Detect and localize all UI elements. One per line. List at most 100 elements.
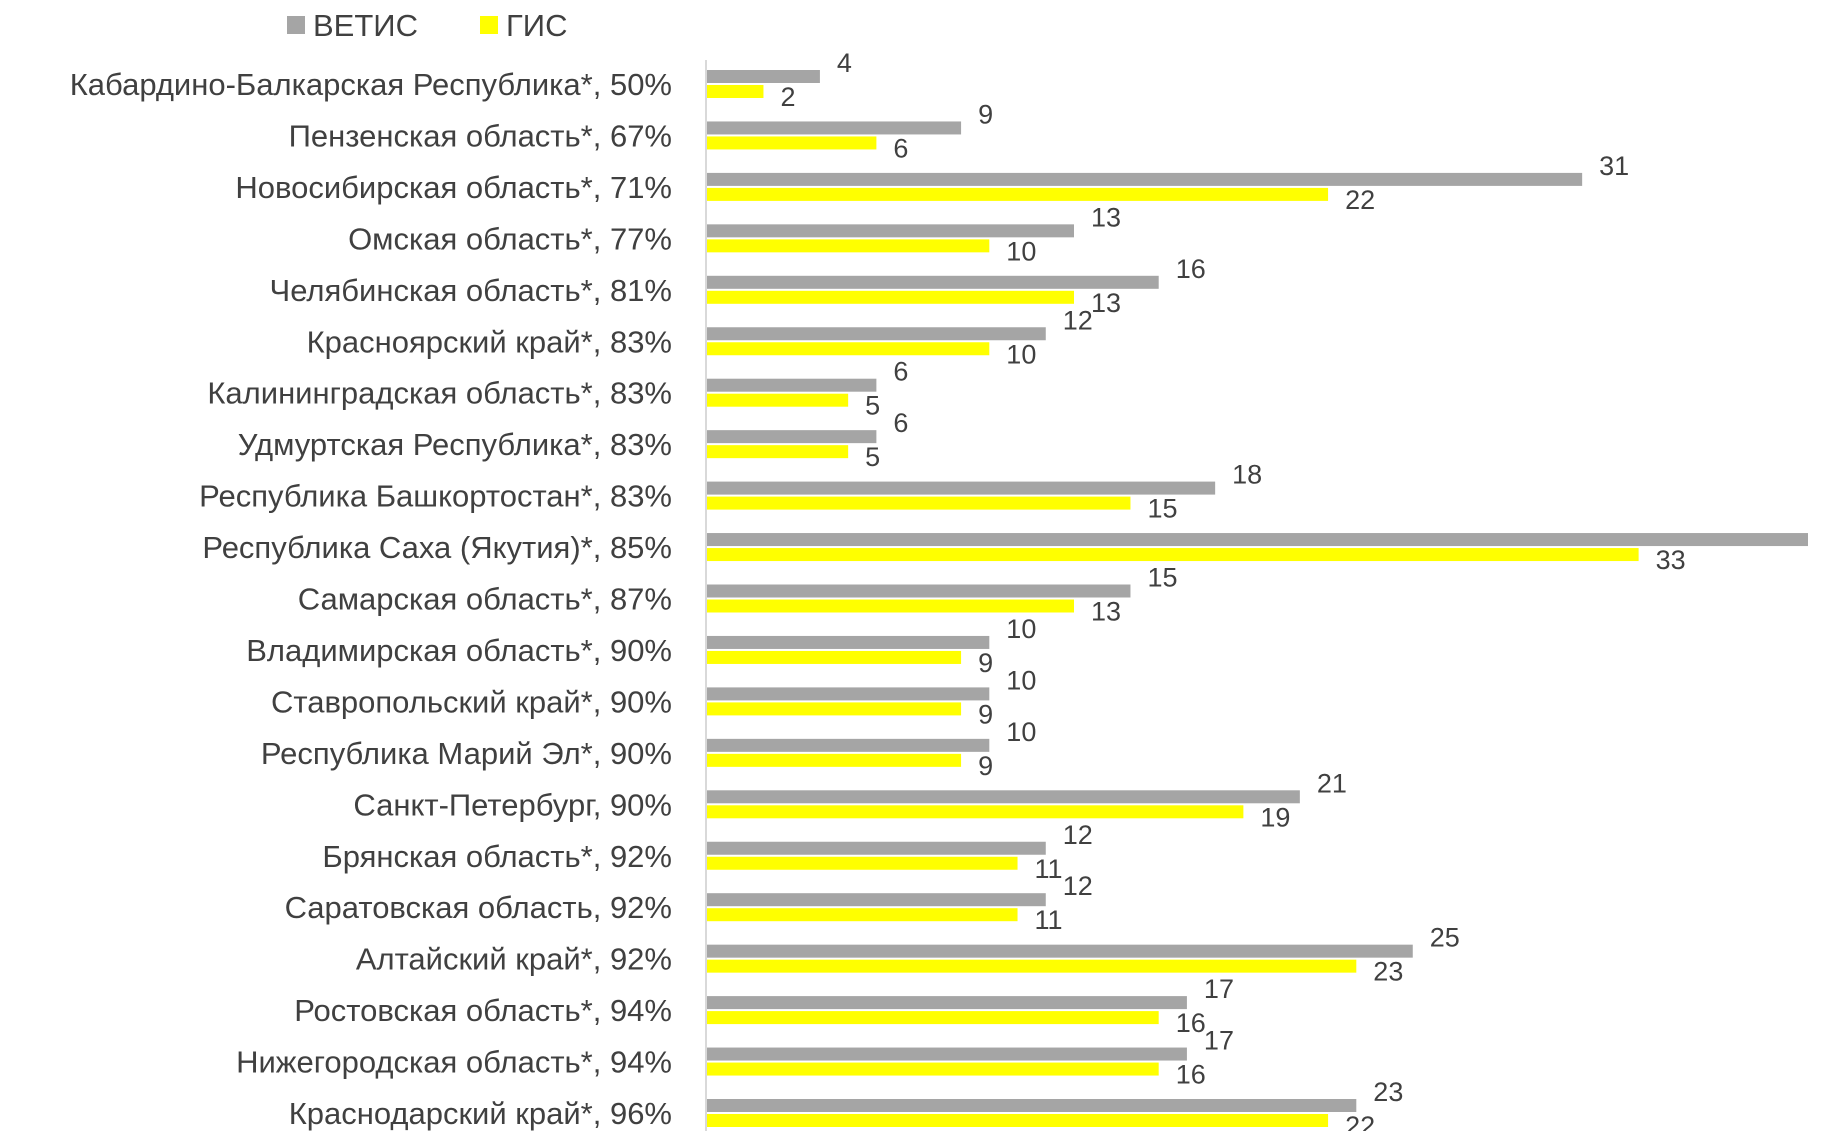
legend-swatch-vetis: [287, 16, 305, 34]
bar-gis: [707, 805, 1244, 819]
data-label-gis: 10: [1006, 236, 1036, 266]
legend-label-vetis: ВЕТИС: [313, 8, 418, 43]
category-label: Республика Марий Эл*, 90%: [261, 736, 672, 771]
plot-area: Кабардино-Балкарская Республика*, 50%42П…: [70, 48, 1808, 1131]
bar-vetis: [707, 635, 990, 649]
category-row: Республика Саха (Якутия)*, 85%3933: [202, 530, 1808, 575]
category-label: Краснодарский край*, 96%: [289, 1096, 672, 1131]
bar-vetis: [707, 1047, 1187, 1061]
bar-vetis: [707, 172, 1583, 186]
category-label: Брянская область*, 92%: [322, 839, 672, 874]
category-row: Краснодарский край*, 96% 23 22: [289, 1077, 1404, 1131]
data-label-gis: 22: [1345, 1111, 1375, 1131]
bar-gis: [707, 239, 990, 253]
bar-vetis: [707, 996, 1187, 1010]
legend-item-vetis: ВЕТИС: [287, 8, 418, 43]
data-label-vetis: 12: [1063, 871, 1093, 901]
data-label-vetis: 12: [1063, 820, 1093, 850]
category-label: Ставропольский край*, 90%: [271, 684, 672, 719]
data-label-vetis: 25: [1430, 923, 1460, 953]
bar-vetis: [707, 327, 1046, 341]
data-label-vetis: 10: [1006, 717, 1036, 747]
data-label-gis: 16: [1176, 1008, 1206, 1038]
category-label: Владимирская область*, 90%: [246, 633, 672, 668]
category-label: Ростовская область*, 94%: [294, 993, 672, 1028]
category-row: Ростовская область*, 94% 17 16: [294, 974, 1234, 1038]
bar-vetis: [707, 121, 962, 135]
bar-vetis: [707, 687, 990, 701]
bar-gis: [707, 1114, 1329, 1127]
category-row: Нижегородская область*, 94% 17 16: [236, 1026, 1234, 1090]
data-label-gis: 13: [1091, 597, 1121, 627]
category-row: Алтайский край*, 92% 25 23: [356, 923, 1460, 987]
category-row: Пензенская область*, 67% 9 6: [289, 99, 993, 163]
data-label-gis: 33: [1656, 545, 1686, 575]
category-row: Республика Марий Эл*, 90% 10 9: [261, 717, 1036, 781]
data-label-vetis: 17: [1204, 1026, 1234, 1056]
bar-gis: [707, 650, 962, 664]
category-label: Удмуртская Республика*, 83%: [238, 427, 672, 462]
bar-gis: [707, 187, 1329, 201]
category-label: Алтайский край*, 92%: [356, 942, 672, 977]
bar-gis: [707, 445, 849, 459]
bar-vetis: [707, 481, 1216, 495]
bar-vetis: [707, 893, 1046, 907]
data-label-vetis: 18: [1232, 460, 1262, 490]
bar-vetis: [707, 430, 877, 444]
category-label: Нижегородская область*, 94%: [236, 1045, 672, 1080]
bar-gis: [707, 393, 849, 407]
bar-gis: [707, 342, 990, 356]
category-label: Республика Саха (Якутия)*, 85%: [202, 530, 672, 565]
data-label-vetis: 15: [1147, 563, 1177, 593]
data-label-gis: 5: [865, 391, 880, 421]
data-label-gis: 19: [1260, 802, 1290, 832]
category-label: Красноярский край*, 83%: [307, 324, 672, 359]
bar-vetis: [707, 944, 1413, 958]
category-label: Санкт-Петербург, 90%: [353, 787, 672, 822]
legend-item-gis: ГИС: [480, 8, 567, 43]
category-row: Красноярский край*, 83% 12 10: [307, 305, 1093, 369]
category-label: Самарская область*, 87%: [298, 582, 672, 617]
legend-label-gis: ГИС: [506, 8, 567, 43]
bar-vetis: [707, 275, 1159, 289]
category-label: Саратовская область, 92%: [285, 890, 672, 925]
bar-vetis: [707, 378, 877, 392]
bar-gis: [707, 856, 1018, 870]
data-label-vetis: 4: [837, 48, 852, 78]
category-row: Удмуртская Республика*, 83% 65: [238, 408, 909, 472]
category-row: Санкт-Петербург, 90% 21 19: [353, 768, 1347, 832]
bar-gis: [707, 548, 1639, 562]
data-label-gis: 16: [1176, 1060, 1206, 1090]
bar-gis: [707, 290, 1074, 304]
category-row: Челябинская область*, 81% 16 13: [270, 254, 1206, 318]
category-label: Пензенская область*, 67%: [289, 118, 672, 153]
data-label-gis: 10: [1006, 339, 1036, 369]
data-label-gis: 15: [1147, 494, 1177, 524]
bar-vetis: [707, 70, 820, 83]
category-row: Калининградская область*, 83% 65: [207, 357, 908, 421]
data-label-gis: 2: [780, 82, 795, 112]
data-label-vetis: 10: [1006, 665, 1036, 695]
bar-gis: [707, 1062, 1159, 1076]
bar-vetis: [707, 790, 1300, 804]
bar-vetis: [707, 738, 990, 752]
bar-gis: [707, 496, 1131, 510]
category-label: Челябинская область*, 81%: [270, 273, 672, 308]
bar-gis: [707, 85, 764, 98]
category-label: Калининградская область*, 83%: [207, 376, 672, 411]
bar-gis: [707, 702, 962, 716]
data-label-gis: 5: [865, 442, 880, 472]
legend: ВЕТИС ГИС: [287, 8, 567, 43]
bar-vetis: [707, 224, 1074, 238]
bar-gis: [707, 959, 1357, 973]
bar-gis: [707, 753, 962, 767]
category-row: Кабардино-Балкарская Республика*, 50% 4 2: [70, 48, 852, 112]
category-row: Владимирская область*, 90% 10 9: [246, 614, 1036, 678]
data-label-vetis: 9: [978, 99, 993, 129]
data-label-gis: 22: [1345, 185, 1375, 215]
data-label-gis: 9: [978, 699, 993, 729]
category-label: Республика Башкортостан*, 83%: [199, 479, 672, 514]
